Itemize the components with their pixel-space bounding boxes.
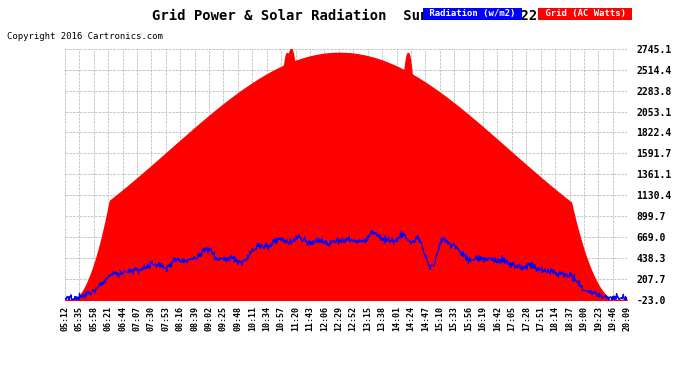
Text: Grid (AC Watts): Grid (AC Watts) <box>540 9 631 18</box>
Text: Copyright 2016 Cartronics.com: Copyright 2016 Cartronics.com <box>7 32 163 41</box>
Text: Grid Power & Solar Radiation  Sun Jun 12 20:22: Grid Power & Solar Radiation Sun Jun 12 … <box>152 9 538 23</box>
Text: Radiation (w/m2): Radiation (w/m2) <box>424 9 521 18</box>
